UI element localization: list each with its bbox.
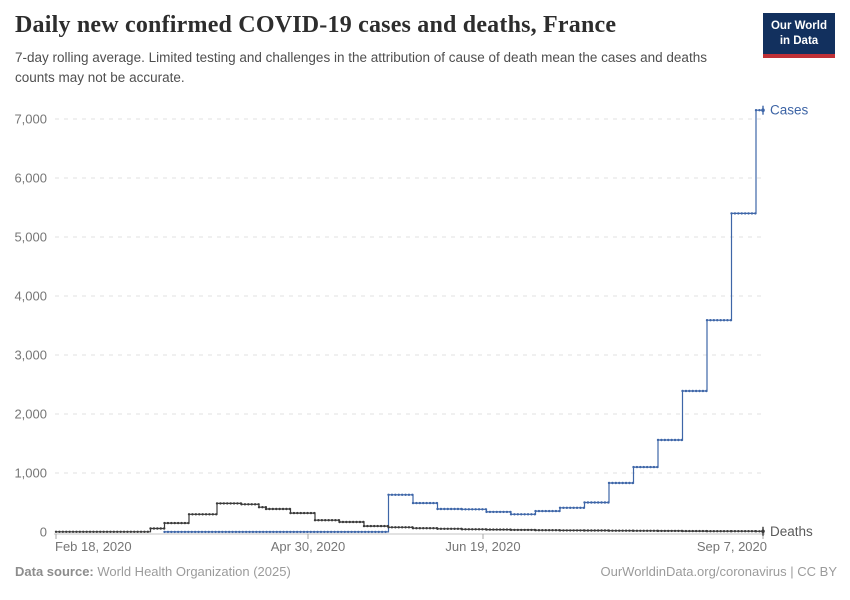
data-source: Data source: World Health Organization (… xyxy=(15,564,291,579)
chart-header: Daily new confirmed COVID-19 cases and d… xyxy=(15,12,835,89)
x-tick-label: Feb 18, 2020 xyxy=(55,539,132,554)
y-tick-label: 0 xyxy=(40,525,47,540)
deaths-end-label: Deaths xyxy=(770,524,813,539)
x-tick-label: Jun 19, 2020 xyxy=(445,539,520,554)
cases-end-dot xyxy=(761,108,765,112)
chart-footer: Data source: World Health Organization (… xyxy=(15,564,837,579)
y-tick-label: 2,000 xyxy=(14,407,47,422)
cases-line-dots xyxy=(163,109,765,534)
y-tick-label: 3,000 xyxy=(14,348,47,363)
x-tick-label: Apr 30, 2020 xyxy=(271,539,345,554)
owid-logo-line1: Our World xyxy=(770,20,827,32)
x-tick-label: Sep 7, 2020 xyxy=(697,539,767,554)
cases-line xyxy=(164,109,763,533)
y-tick-label: 1,000 xyxy=(14,466,47,481)
y-tick-label: 4,000 xyxy=(14,289,47,304)
cases-end-label: Cases xyxy=(770,103,809,118)
y-tick-label: 6,000 xyxy=(14,171,47,186)
owid-logo: Our World in Data xyxy=(763,13,835,58)
y-tick-label: 7,000 xyxy=(14,112,47,127)
data-source-value: World Health Organization (2025) xyxy=(93,564,291,579)
page-title: Daily new confirmed COVID-19 cases and d… xyxy=(15,12,617,38)
y-tick-label: 5,000 xyxy=(14,230,47,245)
deaths-end-dot xyxy=(761,529,765,534)
data-source-label: Data source: xyxy=(15,564,94,579)
deaths-line-dots xyxy=(54,502,765,533)
owid-logo-line2: in Data xyxy=(779,34,819,47)
chart-subtitle: 7-day rolling average. Limited testing a… xyxy=(15,50,707,86)
license-link[interactable]: OurWorldinData.org/coronavirus | CC BY xyxy=(600,564,837,579)
